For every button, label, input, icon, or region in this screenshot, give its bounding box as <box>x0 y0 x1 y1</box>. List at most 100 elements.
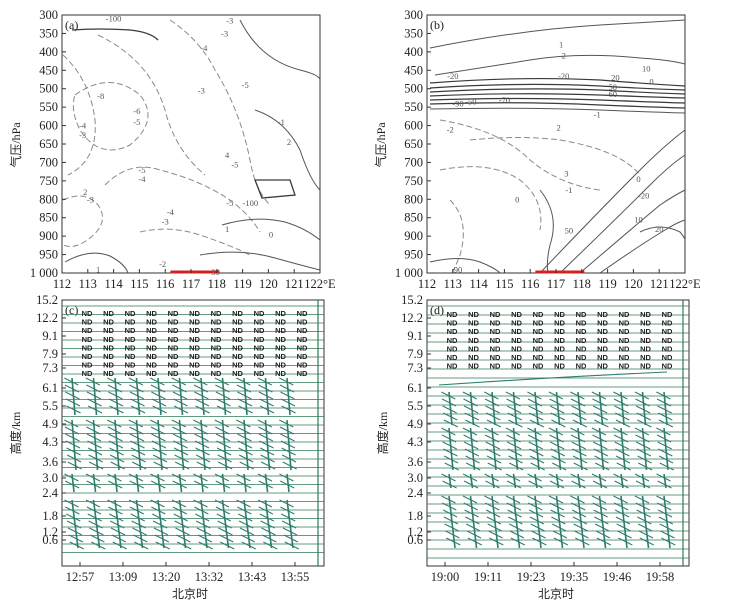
wind-barb-flag <box>443 419 453 425</box>
wind-barb-flag <box>246 524 254 529</box>
wind-barb-flag <box>196 527 206 533</box>
wind-barb-flag <box>475 541 483 546</box>
wind-barb-flag <box>644 452 652 457</box>
wind-barb-flag <box>551 462 561 468</box>
wind-barb-flag <box>616 462 625 468</box>
wind-barb-shaft <box>448 391 453 426</box>
panel-a-contours <box>62 19 321 274</box>
panel-b-contours <box>429 19 686 274</box>
wind-barb-flag <box>161 531 169 536</box>
wind-barb-flag <box>444 523 453 529</box>
y-tick-label: 1 000 <box>395 266 423 280</box>
wind-barb-flag <box>506 480 516 486</box>
wind-barb-flag <box>614 480 623 486</box>
wind-barb-flag <box>494 423 502 428</box>
missing-data-marker: ND <box>490 310 501 319</box>
wind-barb-column <box>634 391 652 428</box>
wind-barb-flag <box>487 462 496 468</box>
y-tick-label: 6.1 <box>407 381 423 395</box>
wind-barb-flag <box>65 433 74 439</box>
wind-barb-flag <box>98 538 105 543</box>
wind-barb-flag <box>665 506 672 511</box>
y-tick-label: 650 <box>39 137 58 151</box>
panel-b-contour-line <box>429 93 686 99</box>
wind-barb-shaft <box>71 499 79 549</box>
missing-data-marker: ND <box>468 353 479 362</box>
wind-barb-flag <box>280 398 290 404</box>
wind-barb-flag <box>600 506 608 511</box>
wind-barb-flag <box>644 513 651 518</box>
wind-barb-flag <box>572 419 582 425</box>
wind-barb-flag <box>549 398 558 404</box>
wind-barb-flag <box>591 473 601 479</box>
wind-barb-flag <box>120 545 127 550</box>
wind-barb-flag <box>150 499 159 505</box>
wind-barb-flag <box>128 377 138 383</box>
wind-barb-flag <box>441 391 450 397</box>
contour-label: -4 <box>138 174 146 184</box>
missing-data-marker: ND <box>511 310 522 319</box>
wind-barb-flag <box>131 520 140 526</box>
wind-barb-flag <box>549 405 559 411</box>
missing-data-marker: ND <box>146 326 157 335</box>
wind-barb-flag <box>556 395 564 400</box>
wind-barb-column <box>570 427 588 471</box>
wind-barb-flag <box>578 402 586 407</box>
wind-barb-flag <box>507 509 516 515</box>
wind-barb-flag <box>465 516 474 522</box>
wind-barb-flag <box>618 537 627 543</box>
wind-barb-shaft <box>178 499 187 549</box>
wind-barb-flag <box>658 419 668 425</box>
wind-barb-flag <box>484 398 494 404</box>
wind-barb-flag <box>510 537 520 543</box>
missing-data-marker: ND <box>168 343 179 352</box>
wind-barb-flag <box>219 534 228 540</box>
wind-barb-flag <box>638 530 648 536</box>
y-tick-label: 4.3 <box>407 435 423 449</box>
wind-barb-flag <box>117 524 125 529</box>
wind-barb-flag <box>642 499 650 504</box>
wind-barb-flag <box>171 419 181 425</box>
missing-data-marker: ND <box>168 309 179 318</box>
wind-barb-flag <box>72 430 80 435</box>
wind-barb-flag <box>506 405 516 411</box>
wind-barb-flag <box>557 438 564 443</box>
wind-barb-flag <box>87 405 97 411</box>
y-tick-label: 15.2 <box>401 293 423 307</box>
missing-data-marker: ND <box>662 327 673 336</box>
missing-data-marker: ND <box>103 335 114 344</box>
wind-barb-flag <box>484 473 493 479</box>
wind-barb-flag <box>108 433 117 439</box>
wind-barb-flag <box>452 466 459 471</box>
panel-b-contour-line <box>579 189 686 274</box>
wind-barb-flag <box>594 523 604 529</box>
wind-barb-flag <box>201 484 209 489</box>
wind-barb-flag <box>508 419 517 425</box>
contour-label: -1 <box>565 185 572 195</box>
wind-barb-flag <box>224 451 232 456</box>
y-tick-label: 750 <box>39 174 58 188</box>
wind-barb-flag <box>158 430 166 435</box>
wind-barb-flag <box>107 499 116 505</box>
missing-data-marker: ND <box>82 361 93 370</box>
wind-barb-flag <box>550 509 559 515</box>
missing-data-marker: ND <box>533 344 544 353</box>
wind-barb-flag <box>452 527 459 532</box>
wind-barb-flag <box>527 495 536 501</box>
wind-barb-flag <box>266 388 273 393</box>
wind-barb-flag <box>549 434 558 440</box>
wind-barb-flag <box>516 520 523 525</box>
wind-barb-column <box>107 473 123 493</box>
wind-barb-flag <box>570 427 579 433</box>
wind-barb-flag <box>244 484 252 489</box>
missing-data-marker: ND <box>82 369 93 378</box>
missing-data-marker: ND <box>490 336 501 345</box>
x-tick-label: 13:09 <box>109 570 137 584</box>
wind-barb-flag <box>513 395 521 400</box>
wind-barb-column <box>214 499 235 550</box>
wind-barb-flag <box>635 502 645 508</box>
wind-barb-flag <box>86 480 95 486</box>
wind-barb-flag <box>238 454 248 460</box>
wind-barb-column <box>613 427 631 471</box>
